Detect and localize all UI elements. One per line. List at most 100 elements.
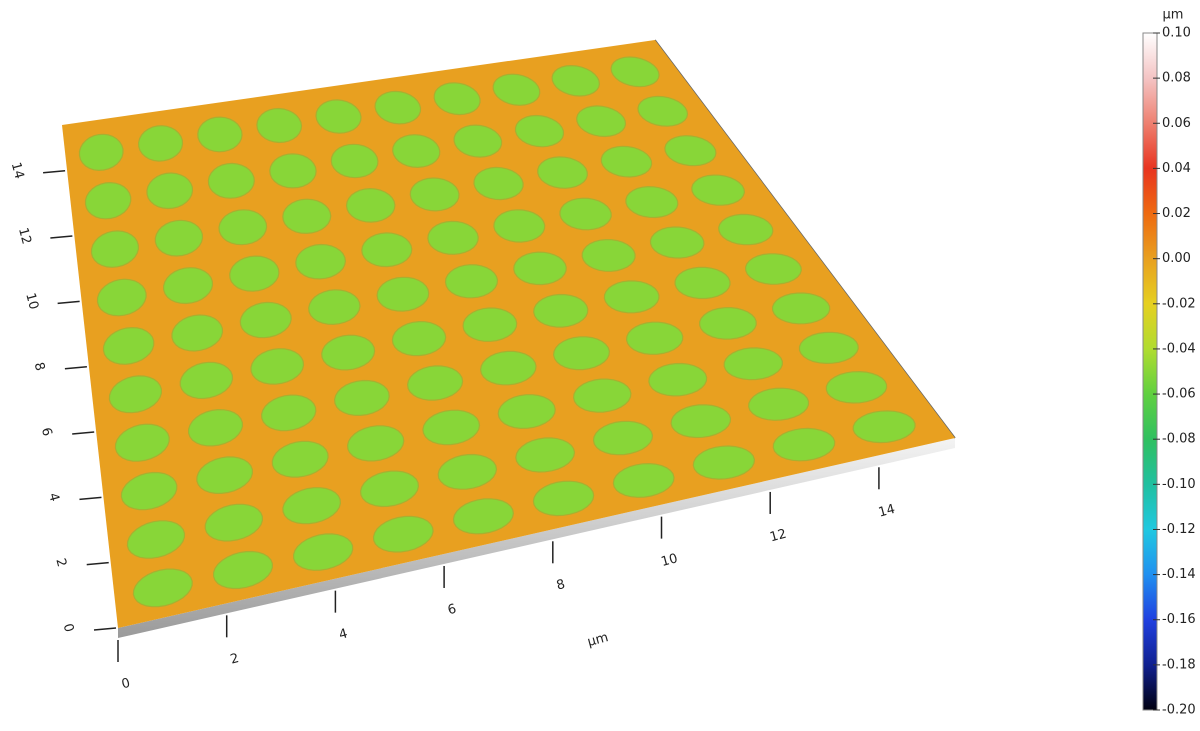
well: [162, 267, 214, 305]
well: [610, 56, 660, 88]
well: [674, 266, 731, 300]
colorbar-tick-label: -0.12: [1162, 522, 1196, 537]
well: [90, 230, 140, 268]
well: [154, 219, 204, 257]
well: [346, 425, 405, 462]
x-tick-label: 14: [877, 502, 897, 521]
well: [250, 348, 305, 385]
well: [515, 437, 576, 473]
colorbar-tick-label: 0.08: [1162, 71, 1191, 86]
well: [625, 321, 684, 355]
well: [559, 197, 612, 231]
well: [772, 427, 836, 462]
x-tick-label: 2: [229, 651, 241, 668]
well: [533, 293, 589, 328]
colorbar: [1142, 32, 1158, 711]
y-tick-label: 0: [60, 622, 77, 634]
well: [744, 253, 802, 285]
colorbar-label: µm: [1163, 8, 1184, 23]
well: [664, 135, 717, 167]
y-tick: [43, 169, 66, 174]
well: [282, 487, 342, 525]
well: [699, 306, 757, 340]
y-tick: [93, 627, 117, 631]
well: [292, 533, 354, 571]
well: [146, 172, 194, 210]
well: [78, 133, 124, 172]
well: [120, 471, 178, 511]
well: [852, 410, 916, 444]
well: [532, 480, 595, 517]
well: [391, 320, 447, 357]
well: [625, 185, 679, 219]
well: [295, 243, 347, 280]
colorbar-tick-label: 0.04: [1162, 161, 1191, 176]
y-tick-label: 14: [8, 161, 27, 181]
well: [612, 462, 675, 498]
colorbar-tick-label: -0.14: [1162, 567, 1196, 582]
colorbar-tick-label: 0.02: [1162, 206, 1191, 221]
well: [576, 105, 627, 138]
well: [572, 378, 632, 413]
well: [427, 220, 479, 255]
y-tick: [79, 496, 102, 501]
well: [581, 238, 636, 272]
well: [213, 550, 274, 590]
well: [514, 114, 565, 148]
x-tick-label: 6: [446, 602, 458, 619]
x-tick-label: 12: [768, 527, 788, 546]
well: [723, 347, 783, 381]
well: [126, 520, 186, 559]
well: [748, 387, 810, 421]
well: [137, 125, 184, 162]
well: [345, 187, 396, 223]
colorbar-tick-label: -0.06: [1162, 387, 1196, 402]
x-axis-label: µm: [586, 630, 610, 650]
well: [333, 379, 390, 417]
well: [114, 423, 170, 462]
well: [497, 394, 556, 430]
well: [551, 64, 601, 97]
well: [196, 456, 254, 494]
well: [649, 226, 705, 259]
well: [179, 361, 234, 400]
well: [437, 453, 498, 490]
well: [271, 440, 329, 478]
well: [330, 143, 379, 179]
well: [691, 174, 746, 206]
well: [197, 116, 243, 153]
well: [108, 375, 162, 414]
well: [372, 515, 434, 553]
well: [207, 162, 255, 199]
well: [308, 289, 361, 326]
well: [825, 370, 888, 404]
well: [473, 166, 524, 201]
well: [321, 334, 376, 371]
well: [359, 470, 420, 508]
y-tick-label: 8: [31, 361, 48, 373]
well: [282, 198, 332, 235]
well: [453, 124, 503, 158]
well: [361, 232, 413, 268]
well: [96, 278, 147, 317]
well: [600, 145, 653, 178]
surface-side: [118, 438, 955, 638]
well: [798, 331, 859, 365]
well: [513, 251, 567, 286]
well: [492, 73, 541, 106]
colorbar-tick-label: 0.00: [1162, 251, 1191, 266]
well: [269, 153, 317, 189]
well: [479, 350, 537, 386]
well: [433, 82, 481, 116]
x-tick-label: 4: [337, 626, 349, 643]
x-tick-label: 8: [555, 577, 567, 594]
well: [409, 177, 460, 212]
y-tick: [64, 365, 87, 370]
well: [132, 568, 193, 608]
y-tick: [86, 561, 109, 566]
well: [315, 99, 362, 134]
y-tick: [50, 235, 73, 239]
well: [239, 301, 292, 339]
well: [452, 498, 515, 535]
